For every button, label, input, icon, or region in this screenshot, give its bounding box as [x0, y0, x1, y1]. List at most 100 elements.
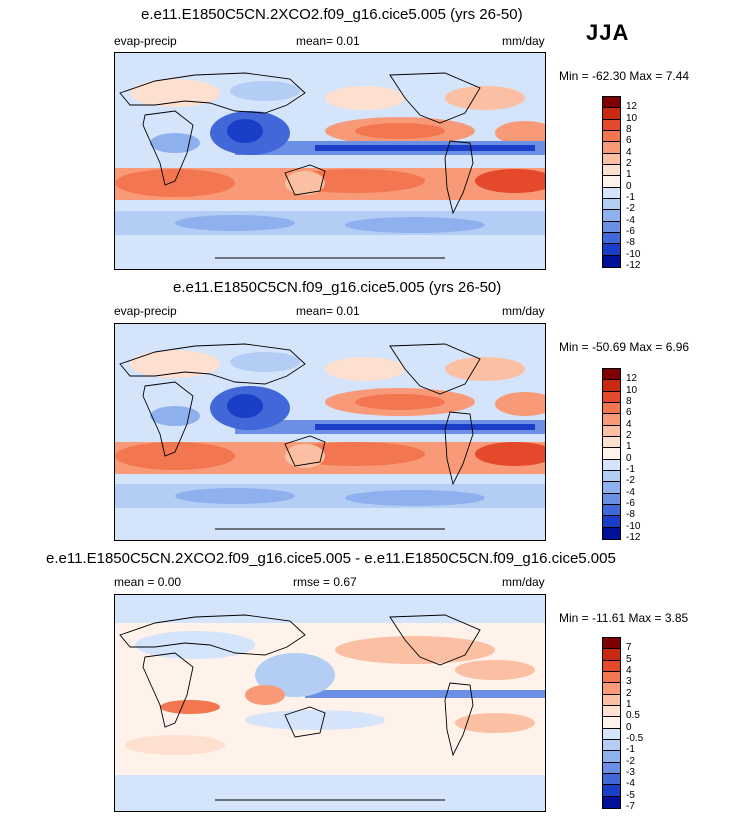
colorbar-label: -4: [626, 486, 635, 498]
colorbar-label: 2: [626, 158, 632, 169]
colorbar-label: -10: [626, 520, 641, 532]
panel2-map-svg: [115, 324, 545, 540]
colorbar-swatch: [603, 638, 620, 650]
colorbar-swatch: [603, 448, 620, 460]
panel2-title: e.e11.E1850C5CN.f09_g16.cice5.005 (yrs 2…: [173, 279, 502, 296]
colorbar-label: 8: [626, 124, 632, 135]
colorbar-label: -7: [626, 801, 635, 812]
colorbar-swatch: [603, 187, 620, 199]
colorbar-label: 2: [626, 430, 632, 441]
colorbar-label: 4: [626, 418, 632, 430]
colorbar-swatch: [603, 176, 620, 188]
colorbar-swatch: [603, 425, 620, 437]
colorbar-swatch: [603, 482, 620, 494]
colorbar-label: 7: [626, 642, 632, 654]
colorbar-swatch: [603, 153, 620, 165]
panel1-minmax: Min = -62.30 Max = 7.44: [559, 69, 690, 83]
colorbar-swatch: [603, 717, 620, 729]
colorbar-swatch: [603, 436, 620, 449]
colorbar-swatch: [603, 796, 620, 808]
colorbar-label: -4: [626, 778, 635, 790]
colorbar-label: 8: [626, 396, 632, 407]
colorbar-swatch: [603, 244, 620, 256]
colorbar-label: -1: [626, 192, 635, 203]
colorbar-label: 6: [626, 407, 632, 419]
colorbar-label: 12: [626, 373, 638, 385]
colorbar-swatch: [603, 493, 620, 505]
colorbar-swatch: [603, 705, 620, 718]
colorbar-swatch: [603, 694, 620, 706]
colorbar-swatch: [603, 130, 620, 143]
colorbar-label: 4: [626, 665, 632, 676]
panel2-mean: mean= 0.01: [296, 304, 360, 318]
colorbar-swatch: [603, 739, 620, 752]
colorbar-label: -2: [626, 203, 635, 215]
panel3-map-svg: [115, 595, 545, 811]
colorbar-swatch: [603, 402, 620, 415]
colorbar-swatch: [603, 470, 620, 483]
colorbar-swatch: [603, 671, 620, 684]
panel1-map: [114, 52, 546, 270]
panel3-title: e.e11.E1850C5CN.2XCO2.f09_g16.cice5.005 …: [46, 550, 616, 567]
panel1-colorbar: 12 10 8 6 4 2 1 0 -1 -2 -4 -6 -8 -10 -12: [602, 96, 640, 271]
panel2-variable-label: evap-precip: [114, 304, 177, 318]
colorbar-label: -4: [626, 214, 635, 226]
colorbar-label: -12: [626, 532, 641, 543]
colorbar-label: -6: [626, 226, 635, 237]
colorbar-swatch: [603, 221, 620, 233]
colorbar-swatch: [603, 762, 620, 774]
colorbar-swatch: [603, 773, 620, 786]
colorbar-label: 3: [626, 676, 632, 688]
colorbar-label: 10: [626, 112, 638, 124]
colorbar-swatch: [603, 119, 620, 131]
panel3-map: [114, 594, 546, 812]
colorbar-label: -1: [626, 464, 635, 475]
colorbar-label: -1: [626, 744, 635, 756]
colorbar-swatch: [603, 660, 620, 672]
colorbar-swatch: [603, 459, 620, 471]
panel1-units: mm/day: [502, 34, 545, 48]
panel1-map-svg: [115, 53, 545, 269]
colorbar-swatch: [603, 728, 620, 740]
colorbar-swatch: [603, 391, 620, 403]
colorbar-swatch: [603, 108, 620, 120]
colorbar-label: -0.5: [626, 733, 644, 744]
colorbar-swatch: [603, 516, 620, 528]
colorbar-label: -8: [626, 509, 635, 521]
colorbar-label: 10: [626, 384, 638, 396]
colorbar-label: 6: [626, 135, 632, 147]
colorbar-swatch: [603, 369, 620, 381]
colorbar-swatch: [603, 751, 620, 763]
colorbar-swatch: [603, 164, 620, 177]
colorbar-label: 0: [626, 721, 632, 733]
season-label: JJA: [586, 20, 630, 45]
colorbar-label: 0: [626, 180, 632, 192]
colorbar-swatch: [603, 683, 620, 695]
colorbar-swatch: [603, 527, 620, 539]
colorbar-swatch: [603, 97, 620, 109]
colorbar-label: 1: [626, 169, 632, 181]
panel1-variable-label: evap-precip: [114, 34, 177, 48]
colorbar-swatch: [603, 380, 620, 392]
panel3-colorbar: 7 5 4 3 2 1 0.5 0 -0.5 -1 -2 -3 -4 -5 -7: [602, 637, 643, 812]
colorbar-label: 1: [626, 441, 632, 453]
colorbar-label: -8: [626, 237, 635, 249]
colorbar-label: -3: [626, 767, 635, 778]
colorbar-label: 5: [626, 653, 632, 665]
panel2-map: [114, 323, 546, 541]
panel3-rmse: rmse = 0.67: [293, 575, 357, 589]
colorbar-label: 12: [626, 101, 638, 113]
colorbar-label: -10: [626, 248, 641, 260]
colorbar-label: 0: [626, 452, 632, 464]
colorbar-swatch: [603, 504, 620, 517]
panel1-title: e.e11.E1850C5CN.2XCO2.f09_g16.cice5.005 …: [141, 6, 523, 23]
colorbar-swatch: [603, 232, 620, 245]
colorbar-swatch: [603, 198, 620, 211]
colorbar-swatch: [603, 210, 620, 222]
panel2-units: mm/day: [502, 304, 545, 318]
colorbar-label: -2: [626, 755, 635, 767]
colorbar-label: -6: [626, 498, 635, 509]
colorbar-label: 0.5: [626, 710, 640, 722]
colorbar-label: 4: [626, 146, 632, 158]
colorbar-swatch: [603, 649, 620, 661]
